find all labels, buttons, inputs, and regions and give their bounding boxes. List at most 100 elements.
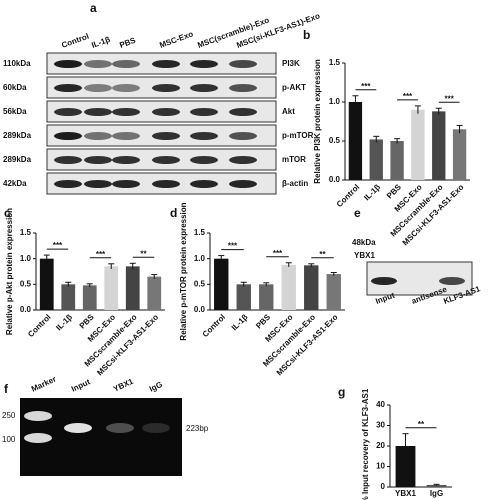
gel-band bbox=[24, 433, 52, 443]
band bbox=[84, 60, 112, 68]
band bbox=[229, 84, 257, 92]
size-label: 289kDa bbox=[3, 155, 32, 164]
size-label: 60kDa bbox=[3, 83, 27, 92]
bar bbox=[304, 265, 319, 310]
y-tick-label: 1.0 bbox=[20, 254, 32, 263]
lane-label: Marker bbox=[30, 374, 58, 393]
band bbox=[190, 108, 218, 116]
bar bbox=[214, 258, 229, 310]
y-tick-label: 1.5 bbox=[20, 228, 32, 237]
bar bbox=[236, 284, 251, 310]
panel-letter: a bbox=[90, 1, 97, 15]
band bbox=[152, 108, 180, 116]
bar bbox=[259, 284, 274, 310]
significance-label: *** bbox=[96, 250, 106, 259]
band bbox=[152, 156, 180, 164]
y-axis-label: Relative p-Akt protein expression bbox=[5, 208, 14, 335]
y-tick-label: 0.0 bbox=[194, 305, 206, 314]
bar bbox=[104, 266, 119, 310]
lane-label: MSC-Exo bbox=[158, 29, 194, 50]
bar bbox=[82, 285, 97, 310]
marker-size: 250 bbox=[2, 411, 16, 420]
lane-label: YBX1 bbox=[112, 377, 135, 394]
y-tick-label: 40 bbox=[376, 400, 385, 409]
size-label: 42kDa bbox=[3, 179, 27, 188]
panel-letter: b bbox=[303, 28, 310, 42]
band bbox=[54, 84, 82, 92]
y-axis-label: Relative p-mTOR protein expression bbox=[179, 202, 188, 340]
band bbox=[84, 156, 112, 164]
band bbox=[190, 84, 218, 92]
band bbox=[371, 277, 397, 285]
band bbox=[152, 84, 180, 92]
band bbox=[84, 180, 112, 188]
band bbox=[112, 84, 140, 92]
y-tick-label: 0.0 bbox=[329, 175, 341, 184]
band bbox=[229, 60, 257, 68]
x-tick-label: IL-1β bbox=[54, 312, 74, 332]
protein-label: mTOR bbox=[282, 155, 306, 164]
bar bbox=[369, 139, 383, 180]
y-tick-label: 0.5 bbox=[194, 279, 206, 288]
bar bbox=[390, 141, 404, 180]
y-tick-label: 0.5 bbox=[329, 136, 341, 145]
band bbox=[112, 156, 140, 164]
band bbox=[84, 132, 112, 140]
protein-label: PI3K bbox=[282, 59, 300, 68]
y-axis-label: Relative PI3K protein expression bbox=[313, 59, 322, 184]
y-tick-label: 0 bbox=[381, 482, 386, 491]
panel-letter: c bbox=[4, 206, 11, 220]
band bbox=[54, 108, 82, 116]
panel-letter: e bbox=[354, 206, 361, 220]
band bbox=[229, 156, 257, 164]
band bbox=[152, 60, 180, 68]
x-tick-label: PBS bbox=[385, 182, 403, 200]
band bbox=[439, 277, 465, 285]
protein-label: p-AKT bbox=[282, 83, 306, 92]
significance-label: ** bbox=[418, 420, 425, 429]
protein-label: YBX1 bbox=[354, 251, 375, 260]
y-tick-label: 10 bbox=[376, 462, 385, 471]
protein-label: β-actin bbox=[282, 179, 308, 188]
band bbox=[112, 60, 140, 68]
size-label: 48kDa bbox=[352, 238, 376, 247]
band bbox=[112, 180, 140, 188]
bar bbox=[395, 446, 416, 487]
band bbox=[229, 132, 257, 140]
band bbox=[152, 132, 180, 140]
significance-label: *** bbox=[403, 92, 413, 101]
bar bbox=[326, 274, 341, 310]
x-tick-label: IL-1β bbox=[362, 182, 382, 202]
panel-letter: g bbox=[338, 385, 345, 399]
significance-label: ** bbox=[319, 250, 326, 259]
significance-label: *** bbox=[228, 242, 238, 251]
x-tick-label: PBS bbox=[254, 312, 272, 330]
significance-label: ** bbox=[140, 249, 147, 258]
x-tick-label: YBX1 bbox=[395, 489, 416, 498]
band bbox=[190, 156, 218, 164]
bar bbox=[281, 264, 296, 310]
band bbox=[54, 132, 82, 140]
y-tick-label: 1.5 bbox=[329, 58, 341, 67]
band bbox=[190, 180, 218, 188]
y-tick-label: 0.5 bbox=[20, 279, 32, 288]
band bbox=[54, 60, 82, 68]
panel-letter: d bbox=[170, 206, 177, 220]
significance-label: *** bbox=[444, 94, 454, 103]
gel-band bbox=[106, 423, 134, 433]
y-tick-label: 30 bbox=[376, 421, 385, 430]
band bbox=[190, 132, 218, 140]
band bbox=[229, 180, 257, 188]
y-axis-label: % Input recovery of KLF3-AS1 bbox=[361, 388, 370, 500]
lane-label: Control bbox=[60, 32, 90, 50]
y-tick-label: 20 bbox=[376, 441, 385, 450]
significance-label: *** bbox=[273, 249, 283, 258]
y-tick-label: 1.5 bbox=[194, 228, 206, 237]
band bbox=[152, 180, 180, 188]
y-tick-label: 0.0 bbox=[20, 305, 32, 314]
lane-label: Input bbox=[70, 377, 92, 394]
band bbox=[84, 84, 112, 92]
protein-label: Akt bbox=[282, 107, 295, 116]
x-tick-label: IgG bbox=[430, 489, 443, 498]
